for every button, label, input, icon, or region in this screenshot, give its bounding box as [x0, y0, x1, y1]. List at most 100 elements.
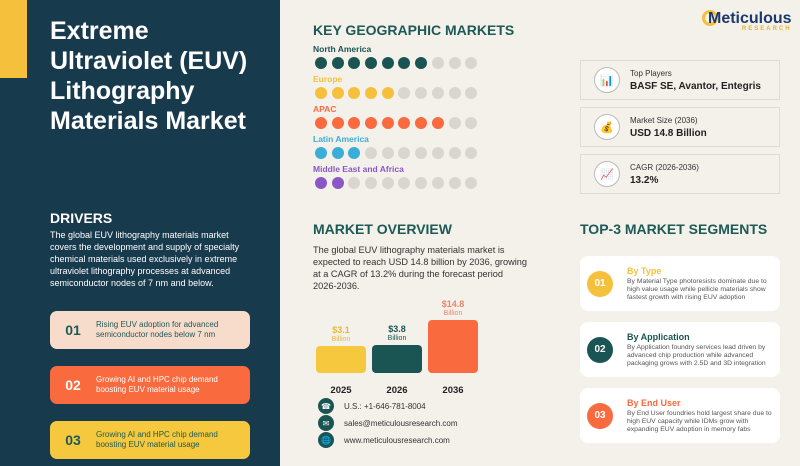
- rating-dot: [381, 87, 394, 99]
- bar-value-label: $3.1 Billion: [316, 326, 366, 344]
- rating-dot: [431, 87, 444, 99]
- geo-heading: KEY GEOGRAPHIC MARKETS: [313, 22, 515, 38]
- bar-unit: Billion: [443, 310, 463, 318]
- key-stat-label: Market Size (2036): [630, 115, 698, 125]
- chart-icon: 📊: [594, 67, 620, 93]
- rating-dot: [348, 117, 361, 129]
- segment-text: By Application foundry services lead dri…: [627, 343, 766, 367]
- rating-dot: [465, 87, 478, 99]
- rating-dot: [415, 57, 428, 69]
- bar-2026: [372, 344, 422, 373]
- rating-dot: [381, 57, 394, 69]
- rating-dot: [348, 57, 361, 69]
- region-label: APAC: [313, 104, 337, 114]
- rating-dot: [331, 117, 344, 129]
- accent-bar: [0, 0, 27, 78]
- rating-dot: [465, 147, 478, 159]
- rating-dot: [315, 177, 327, 189]
- segment-title: By End User: [627, 397, 681, 408]
- contact-text: U.S.: +1-646-781-8004: [344, 401, 426, 411]
- bar-2036: [428, 320, 478, 373]
- growth-chart-icon: 📈: [594, 161, 620, 187]
- rating-dot: [415, 177, 428, 189]
- rating-dot: [431, 57, 444, 69]
- rating-dot: [348, 87, 361, 99]
- money-bag-icon: 💰: [594, 114, 620, 140]
- driver-text: Growing AI and HPC chip demand boosting …: [96, 430, 218, 449]
- logo-icon: [702, 10, 718, 26]
- email-icon: ✉: [318, 415, 334, 431]
- rating-dot: [381, 147, 394, 159]
- region-dot-rating: [315, 117, 478, 129]
- rating-dot: [431, 117, 444, 129]
- rating-dot: [448, 87, 461, 99]
- region-dot-rating: [315, 147, 478, 159]
- key-stat-value: 13.2%: [630, 174, 659, 186]
- region-label: North America: [313, 44, 372, 54]
- rating-dot: [398, 177, 411, 189]
- driver-card: 02 Growing AI and HPC chip demand boostin…: [50, 366, 250, 404]
- bar-value-label: $14.8 Billion: [428, 300, 478, 318]
- logo: Meticulous RESEARCH: [708, 10, 792, 32]
- rating-dot: [465, 57, 478, 69]
- region-label: Latin America: [313, 134, 369, 144]
- rating-dot: [365, 57, 378, 69]
- rating-dot: [315, 57, 327, 69]
- rating-dot: [315, 117, 327, 129]
- segment-title: By Application: [627, 331, 690, 342]
- segment-card: 01 By Type By Material Type photoresists d…: [580, 256, 780, 311]
- x-tick-label: 2036: [442, 385, 464, 396]
- bar-unit: Billion: [387, 334, 407, 342]
- globe-icon: 🌐: [318, 432, 334, 448]
- segment-text: By Material Type photoresists dominate d…: [627, 277, 767, 301]
- rating-dot: [415, 117, 428, 129]
- rating-dot: [448, 147, 461, 159]
- overview-heading: MARKET OVERVIEW: [313, 221, 452, 237]
- bar-value: $3.1: [332, 325, 350, 336]
- driver-card: 01 Rising EUV adoption for advanced semic…: [50, 311, 250, 349]
- segment-number: 03: [587, 402, 613, 429]
- rating-dot: [381, 177, 394, 189]
- contact-item[interactable]: 🌐 www.meticulousresearch.com: [318, 432, 450, 448]
- key-stat-label: CAGR (2026-2036): [630, 162, 699, 172]
- drivers-heading: DRIVERS: [50, 210, 113, 226]
- key-stat-value: BASF SE, Avantor, Entegris: [630, 80, 761, 92]
- page-title: Extreme Ultraviolet (EUV) Lithography Ma…: [50, 17, 248, 135]
- rating-dot: [398, 87, 411, 99]
- rating-dot: [315, 147, 327, 159]
- rating-dot: [365, 177, 378, 189]
- rating-dot: [348, 147, 361, 159]
- region-dot-rating: [315, 177, 478, 189]
- rating-dot: [431, 147, 444, 159]
- key-stat-value: USD 14.8 Billion: [630, 127, 707, 139]
- segment-card: 03 By End User By End User foundries hold …: [580, 388, 780, 443]
- segment-card: 02 By Application By Application foundry s…: [580, 322, 780, 377]
- segment-number: 02: [587, 336, 613, 363]
- rating-dot: [398, 57, 411, 69]
- driver-number: 02: [65, 377, 81, 393]
- overview-text: The global EUV lithography materials mar…: [313, 245, 527, 291]
- contact-text: sales@meticulousresearch.com: [344, 418, 458, 428]
- rating-dot: [331, 147, 344, 159]
- region-label: Europe: [313, 74, 343, 84]
- driver-card: 03 Growing AI and HPC chip demand boostin…: [50, 421, 250, 459]
- rating-dot: [415, 87, 428, 99]
- rating-dot: [431, 177, 444, 189]
- rating-dot: [365, 147, 378, 159]
- rating-dot: [315, 87, 327, 99]
- contact-item[interactable]: ✉ sales@meticulousresearch.com: [318, 415, 458, 431]
- bar-2025: [316, 346, 366, 373]
- rating-dot: [365, 117, 378, 129]
- rating-dot: [331, 87, 344, 99]
- rating-dot: [448, 117, 461, 129]
- rating-dot: [448, 177, 461, 189]
- key-stat-label: Top Players: [630, 68, 672, 78]
- contact-item[interactable]: ☎ U.S.: +1-646-781-8004: [318, 398, 426, 414]
- rating-dot: [448, 57, 461, 69]
- bar-value-label: $3.8 Billion: [372, 324, 422, 343]
- driver-text: Growing AI and HPC chip demand boosting …: [96, 375, 218, 394]
- rating-dot: [398, 147, 411, 159]
- contact-text: www.meticulousresearch.com: [344, 435, 450, 445]
- rating-dot: [331, 57, 344, 69]
- bar-value: $14.8: [441, 299, 465, 310]
